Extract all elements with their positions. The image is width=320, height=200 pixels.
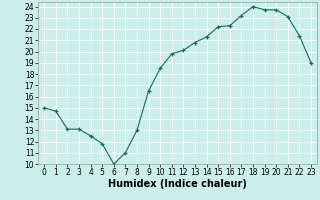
X-axis label: Humidex (Indice chaleur): Humidex (Indice chaleur) [108, 179, 247, 189]
